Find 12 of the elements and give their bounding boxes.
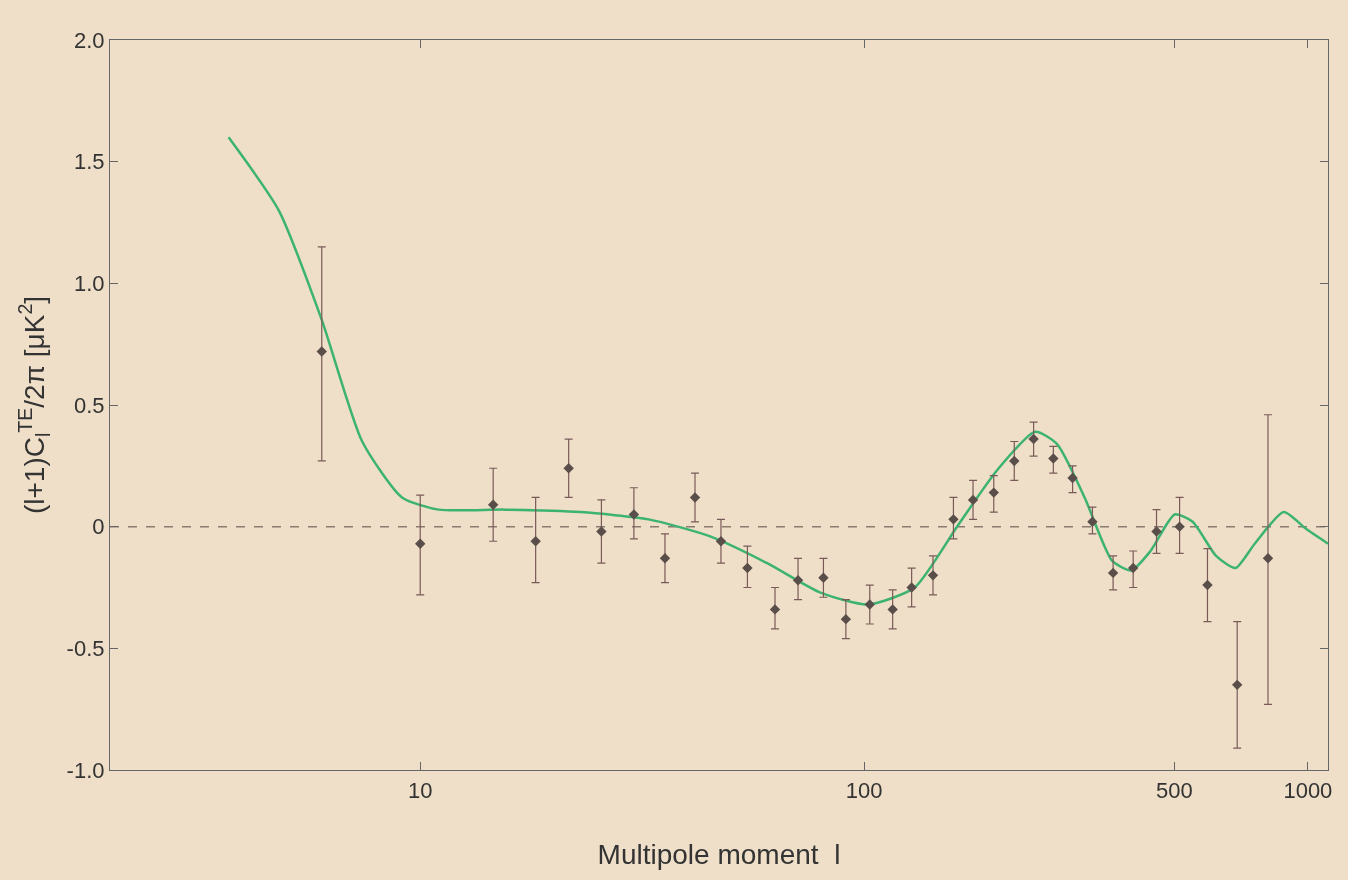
y-tick-label: 2.0 [73,27,105,53]
y-tick-label: -0.5 [66,636,105,662]
x-axis-title: Multipole moment l [597,839,841,871]
x-tick-label: 10 [407,777,433,803]
y-tick-label: 1.0 [73,271,105,297]
y-tick-label: 1.5 [73,149,105,175]
y-tick-label: 0.5 [73,392,105,418]
x-tick-label: 500 [1155,777,1193,803]
y-tick-label: -1.0 [66,757,105,783]
x-tick-label: 1000 [1283,777,1333,803]
x-tick-label: 100 [845,777,883,803]
y-tick-label: 0 [92,514,105,540]
